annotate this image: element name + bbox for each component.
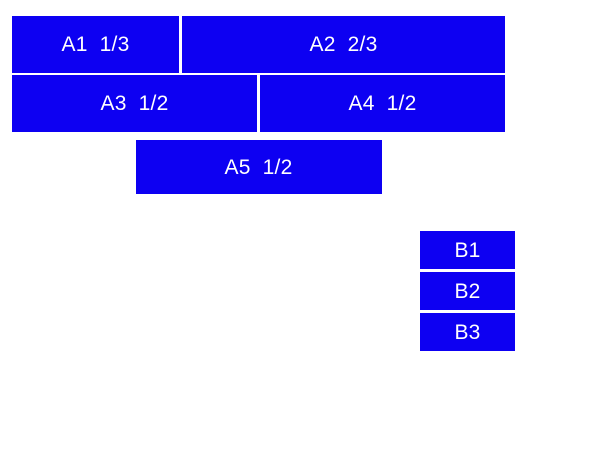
group-b-container: B1 B2 B3 — [420, 231, 515, 351]
cell-b1-label: B1 — [454, 238, 481, 262]
cell-a3-label: A3 1/2 — [100, 92, 169, 115]
cell-b2[interactable]: B2 — [420, 272, 515, 310]
cell-a3[interactable]: A3 1/2 — [12, 75, 257, 132]
cell-b1[interactable]: B1 — [420, 231, 515, 269]
flex-row-1: A1 1/3 A2 2/3 — [12, 16, 505, 73]
cell-a1[interactable]: A1 1/3 — [12, 16, 179, 73]
flex-row-2: A3 1/2 A4 1/2 — [12, 75, 505, 132]
cell-a5[interactable]: A5 1/2 — [135, 140, 382, 194]
cell-b3-label: B3 — [454, 320, 481, 344]
cell-a2[interactable]: A2 2/3 — [182, 16, 505, 73]
cell-b2-label: B2 — [454, 279, 481, 303]
cell-a4[interactable]: A4 1/2 — [260, 75, 505, 132]
cell-a4-label: A4 1/2 — [348, 92, 417, 115]
cell-a1-label: A1 1/3 — [61, 33, 130, 56]
group-a-container: A1 1/3 A2 2/3 A3 1/2 A4 1/2 A5 1/2 — [12, 16, 505, 194]
flex-row-3: A5 1/2 — [12, 140, 505, 194]
cell-a5-label: A5 1/2 — [224, 155, 293, 179]
cell-a2-label: A2 2/3 — [309, 33, 378, 56]
cell-b3[interactable]: B3 — [420, 313, 515, 351]
